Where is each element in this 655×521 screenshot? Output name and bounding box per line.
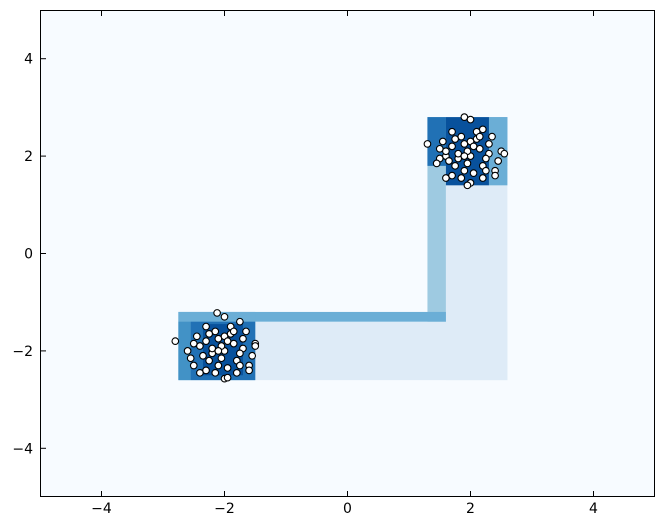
data-point-1-32 (494, 157, 503, 165)
data-point-0-35 (232, 368, 241, 377)
data-point-0-32 (248, 351, 257, 360)
data-point-0-0 (171, 337, 180, 346)
data-point-1-0 (423, 140, 432, 148)
data-point-1-37 (485, 140, 493, 148)
x-tick-label-0: −4 (91, 501, 112, 517)
data-point-1-22 (451, 161, 459, 170)
data-point-1-47 (482, 166, 490, 175)
y-tick-label-2: 0 (24, 247, 33, 263)
data-point-1-44 (475, 132, 484, 141)
x-tick-label-4: 4 (589, 501, 598, 517)
tree-region-2 (427, 117, 446, 322)
data-point-1-29 (460, 166, 469, 175)
data-point-0-26 (242, 327, 250, 336)
y-tick-label-0: −4 (12, 441, 33, 457)
data-point-0-46 (214, 347, 223, 355)
data-point-0-29 (214, 361, 223, 370)
data-point-0-43 (205, 330, 213, 338)
data-point-0-38 (217, 354, 226, 363)
data-point-1-41 (457, 174, 466, 182)
y-axis: −4 −2 0 2 4 (12, 52, 46, 457)
data-point-1-42 (491, 171, 499, 180)
data-point-1-45 (435, 144, 444, 153)
data-point-0-33 (199, 351, 207, 360)
data-point-0-12 (189, 361, 198, 370)
data-point-1-43 (451, 135, 459, 143)
data-point-0-39 (223, 337, 232, 346)
data-point-0-45 (189, 339, 198, 348)
scatter-points (171, 113, 509, 383)
x-tick-label-3: 2 (466, 501, 475, 517)
x-tick-label-2: 0 (343, 501, 352, 517)
data-point-0-47 (236, 361, 244, 370)
data-point-1-28 (482, 154, 490, 163)
data-point-0-9 (223, 373, 232, 382)
tree-region-3 (178, 311, 446, 322)
data-point-0-28 (236, 349, 244, 358)
data-point-0-44 (229, 327, 238, 336)
y-tick-label-4: 4 (24, 52, 33, 68)
data-point-1-26 (488, 132, 496, 141)
x-axis: −4 −2 0 2 4 (91, 10, 598, 517)
data-point-1-27 (448, 142, 456, 151)
data-point-1-46 (460, 152, 469, 160)
data-point-1-36 (432, 159, 441, 168)
data-point-0-41 (211, 368, 220, 377)
data-point-1-40 (442, 174, 450, 182)
data-point-0-3 (202, 322, 210, 331)
y-tick-label-1: −2 (12, 344, 33, 360)
data-point-0-25 (192, 332, 201, 341)
data-point-0-22 (205, 356, 213, 365)
data-point-0-1 (213, 309, 221, 317)
y-tick-label-3: 2 (24, 149, 33, 165)
data-point-1-38 (463, 159, 472, 168)
data-point-0-37 (239, 334, 247, 343)
data-point-0-7 (183, 347, 192, 355)
plot-background (40, 10, 655, 497)
data-point-1-33 (445, 157, 453, 165)
data-point-0-42 (245, 366, 253, 375)
data-point-0-6 (251, 342, 260, 350)
data-point-1-35 (478, 174, 487, 182)
data-point-0-40 (196, 368, 204, 377)
data-point-0-2 (220, 312, 229, 321)
data-point-1-2 (466, 115, 475, 124)
tree-region-10 (427, 117, 446, 166)
data-point-0-27 (202, 337, 210, 346)
data-point-1-23 (469, 169, 478, 177)
data-point-0-36 (186, 354, 195, 363)
data-point-0-23 (223, 364, 232, 372)
data-point-1-25 (438, 137, 447, 146)
x-tick-label-1: −2 (214, 501, 235, 517)
data-point-1-9 (463, 181, 472, 190)
data-point-1-4 (448, 127, 456, 136)
data-point-1-6 (500, 149, 509, 158)
data-point-0-4 (236, 317, 244, 326)
data-point-1-39 (469, 142, 478, 151)
